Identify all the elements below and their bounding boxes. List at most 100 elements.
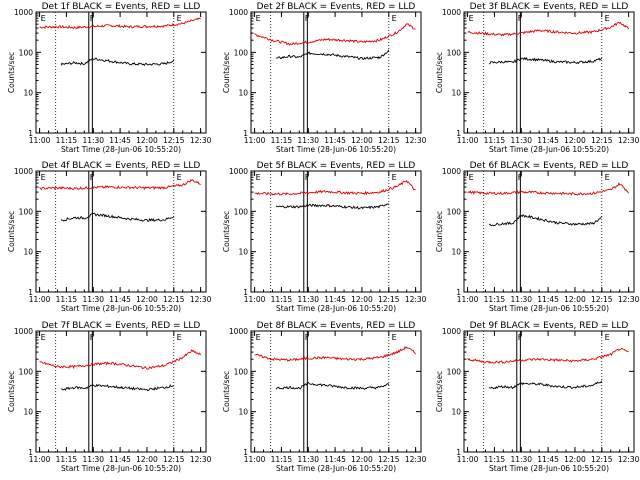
y-tick-label: 1 (243, 129, 248, 138)
y-tick-label: 1000 (229, 8, 248, 17)
x-tick-label: 11:30 (297, 455, 319, 464)
x-tick-label: 11:00 (457, 295, 479, 304)
x-tick-label: 11:30 (510, 295, 532, 304)
y-tick-label: 10 (451, 248, 461, 257)
x-tick-label: 11:45 (324, 455, 346, 464)
x-tick-label: 12:00 (136, 455, 158, 464)
x-axis-label: Start Time (28-Jun-06 10:55:20) (489, 464, 609, 473)
y-tick-label: 1000 (14, 327, 33, 336)
series-events-line (275, 203, 389, 210)
x-axis-label: Start Time (28-Jun-06 10:55:20) (61, 304, 181, 313)
plot-frame (35, 170, 207, 293)
x-tick-label: 11:00 (457, 136, 479, 145)
x-tick-label: 11:30 (510, 136, 532, 145)
y-tick-label: 10 (451, 89, 461, 98)
x-tick-label: 11:15 (56, 136, 78, 145)
x-tick-label: 12:00 (564, 455, 586, 464)
x-tick-label: 11:45 (109, 295, 131, 304)
flag-label: E (392, 173, 397, 182)
y-tick-label: 1000 (229, 327, 248, 336)
x-tick-label: 11:45 (537, 455, 559, 464)
panel-det-3: Det 3f BLACK = Events, RED = LLD 11:00 11:… (435, 2, 640, 154)
flag-label: E (41, 173, 46, 182)
y-axis-label: Counts/sec (435, 52, 444, 93)
y-tick-label: 1000 (442, 167, 461, 176)
x-tick-label: 11:30 (297, 136, 319, 145)
x-tick-label: 12:15 (163, 295, 185, 304)
x-axis-label: Start Time (28-Jun-06 10:55:20) (276, 145, 396, 154)
x-tick-label: 11:15 (484, 455, 506, 464)
x-tick-label: 12:30 (618, 136, 640, 145)
series-lld-line (254, 22, 416, 46)
flag-label: F (305, 14, 310, 23)
y-tick-label: 100 (234, 48, 249, 57)
panel-title: Det 2f BLACK = Events, RED = LLD (257, 2, 416, 12)
x-tick-label: 12:15 (591, 455, 613, 464)
plot-frame (250, 11, 422, 134)
y-tick-label: 1000 (229, 167, 248, 176)
x-tick-label: 11:45 (537, 295, 559, 304)
x-tick-label: 12:15 (378, 455, 400, 464)
x-tick-label: 12:30 (190, 295, 212, 304)
flag-label: F (305, 173, 310, 182)
plot-frame (463, 170, 635, 293)
panel-title: Det 3f BLACK = Events, RED = LLD (470, 2, 629, 12)
series-events-line (488, 56, 603, 65)
x-tick-label: 11:15 (271, 295, 293, 304)
x-tick-label: 11:30 (82, 295, 104, 304)
series-events-line (60, 383, 174, 392)
x-tick-label: 12:30 (618, 295, 640, 304)
flag-label: E (177, 14, 182, 23)
x-tick-label: 11:30 (82, 136, 104, 145)
y-tick-label: 100 (447, 207, 462, 216)
y-tick-label: 100 (19, 367, 34, 376)
y-tick-label: 1000 (442, 327, 461, 336)
x-axis-label: Start Time (28-Jun-06 10:55:20) (489, 145, 609, 154)
y-tick-label: 100 (234, 207, 249, 216)
x-tick-label: 12:30 (405, 136, 427, 145)
y-tick-label: 10 (238, 248, 248, 257)
panel-title: Det 4f BLACK = Events, RED = LLD (42, 161, 201, 171)
x-axis-label: Start Time (28-Jun-06 10:55:20) (276, 304, 396, 313)
y-axis-label: Counts/sec (222, 52, 231, 93)
x-tick-label: 11:15 (56, 455, 78, 464)
plot-frame (250, 330, 422, 453)
y-tick-label: 1000 (442, 8, 461, 17)
plot-frame (35, 11, 207, 134)
x-tick-label: 12:00 (351, 455, 373, 464)
y-tick-label: 10 (23, 248, 33, 257)
x-tick-label: 11:15 (484, 295, 506, 304)
flag-label: E (392, 333, 397, 342)
flag-label: F (518, 14, 523, 23)
x-tick-label: 12:00 (351, 295, 373, 304)
flag-label: E (469, 333, 474, 342)
panel-det-4: Det 4f BLACK = Events, RED = LLD 11:00 11:… (7, 161, 212, 313)
y-axis-label: Counts/sec (7, 52, 16, 93)
x-tick-label: 12:00 (564, 295, 586, 304)
x-tick-label: 11:30 (82, 455, 104, 464)
y-tick-label: 100 (19, 207, 34, 216)
flag-label: E (177, 173, 182, 182)
y-tick-label: 10 (451, 408, 461, 417)
plot-frame (463, 11, 635, 134)
x-tick-label: 11:00 (244, 295, 266, 304)
panel-det-9: Det 9f BLACK = Events, RED = LLD 11:00 11:… (435, 321, 640, 473)
x-tick-label: 12:30 (405, 455, 427, 464)
x-tick-label: 12:30 (618, 455, 640, 464)
x-axis-label: Start Time (28-Jun-06 10:55:20) (276, 464, 396, 473)
y-axis-label: Counts/sec (435, 371, 444, 412)
x-tick-label: 12:15 (591, 136, 613, 145)
flag-label: E (392, 14, 397, 23)
x-tick-label: 12:15 (378, 295, 400, 304)
series-lld-line (467, 347, 629, 364)
x-tick-label: 11:45 (109, 136, 131, 145)
y-tick-label: 1 (28, 129, 33, 138)
y-tick-label: 1 (28, 448, 33, 457)
x-tick-label: 11:15 (271, 455, 293, 464)
y-axis-label: Counts/sec (7, 371, 16, 412)
panel-title: Det 9f BLACK = Events, RED = LLD (470, 321, 629, 331)
y-tick-label: 1000 (14, 167, 33, 176)
y-tick-label: 1000 (14, 8, 33, 17)
series-events-line (275, 49, 390, 61)
